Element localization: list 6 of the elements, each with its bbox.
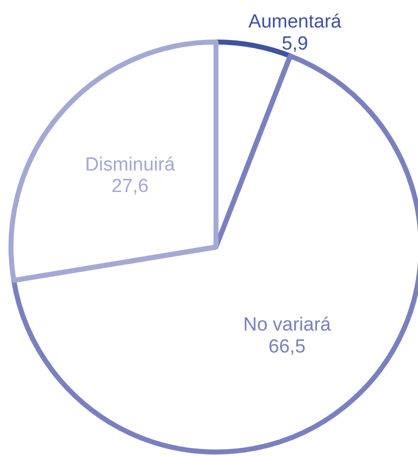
slice-label: Aumentará — [248, 12, 342, 33]
data-label: 66,5 — [268, 336, 306, 358]
data-label: 5,9 — [282, 34, 308, 55]
slice-label: Disminuirá — [85, 154, 176, 176]
data-label: 27,6 — [112, 176, 149, 198]
slice-label: No variará — [243, 314, 332, 336]
